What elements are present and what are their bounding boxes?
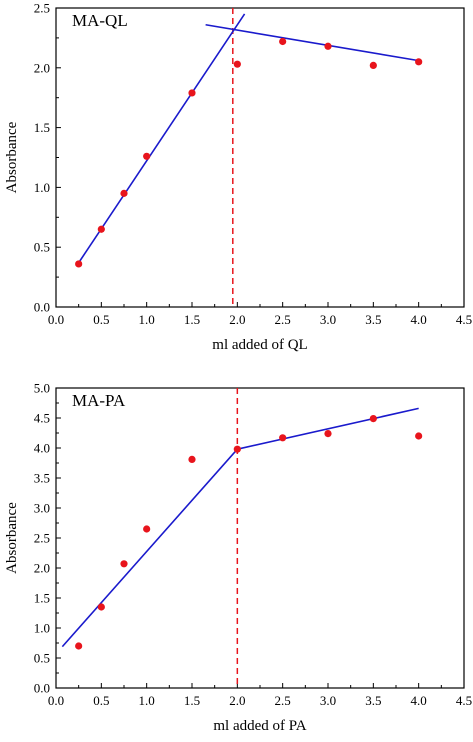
data-point [97,603,105,611]
y-tick-label: 1.5 [34,120,50,135]
y-tick-label: 2.5 [34,1,50,16]
y-tick-label: 2.0 [34,561,50,576]
data-point [97,225,105,233]
x-tick-label: 0.0 [48,693,64,708]
data-point [233,445,241,453]
y-tick-label: 0.0 [34,681,50,696]
y-tick-label: 4.5 [34,411,50,426]
data-point [233,60,241,68]
x-axis-label: ml added of PA [213,718,306,734]
data-point [369,415,377,423]
fit-line [237,407,419,450]
data-point [188,89,196,97]
x-tick-label: 0.5 [93,312,109,327]
data-point [324,430,332,438]
chart-panel-2: 0.0 0.5 1.0 1.5 2.0 2.5 3.0 3.5 4.0 4.5 0.0 0.5 1.0 1… [4,381,472,735]
data-point [120,560,128,568]
x-tick-label: 2.5 [275,693,291,708]
x-tick-label: 4.5 [456,312,472,327]
data-point [324,42,332,50]
chart-title: MA-PA [72,391,126,410]
y-tick-label: 1.0 [34,621,50,636]
x-tick-label: 4.0 [411,312,427,327]
y-tick-label: 5.0 [34,381,50,396]
y-axis-label: Absorbance [4,121,20,193]
y-tick-label: 1.5 [34,591,50,606]
y-tick-label: 1.0 [34,180,50,195]
chart-title: MA-QL [72,11,128,30]
data-point [120,189,128,197]
x-tick-label: 0.0 [48,312,64,327]
y-tick-label: 2.0 [34,60,50,75]
y-tick-label: 3.0 [34,501,50,516]
plot-frame [55,387,465,689]
x-tick-label: 2.0 [229,693,245,708]
data-point [143,525,151,533]
y-axis-label: Absorbance [4,502,20,574]
x-tick-label: 4.0 [411,693,427,708]
fit-line [61,448,238,648]
chart-panel-1: 0.0 0.5 1.0 1.5 2.0 2.5 3.0 3.5 4.0 4.5 0.0 0.5 1.0 1… [4,1,472,354]
x-tick-label: 1.5 [184,312,200,327]
y-tick-label: 0.5 [34,240,50,255]
y-tick-label: 4.0 [34,441,50,456]
x-axis-label: ml added of QL [212,337,307,353]
fit-line [78,13,246,264]
data-point [279,434,287,442]
x-tick-label: 2.5 [275,312,291,327]
x-tick-label: 3.0 [320,693,336,708]
x-tick-label: 3.0 [320,312,336,327]
data-point [415,58,423,66]
y-tick-label: 2.5 [34,531,50,546]
x-tick-label: 1.0 [139,312,155,327]
x-tick-label: 1.5 [184,693,200,708]
fit-line [205,23,419,62]
x-tick-label: 2.0 [229,312,245,327]
data-point [75,260,83,268]
data-point [369,61,377,70]
plot-frame [55,7,465,308]
x-tick-label: 0.5 [93,693,109,708]
data-point [143,152,151,160]
y-tick-label: 0.5 [34,651,50,666]
x-tick-label: 3.5 [365,312,381,327]
data-point [75,642,83,650]
y-tick-label: 3.5 [34,471,50,486]
x-tick-label: 4.5 [456,693,472,708]
data-point [188,455,196,463]
x-tick-label: 3.5 [365,693,381,708]
data-point [415,432,423,440]
x-tick-label: 1.0 [139,693,155,708]
y-tick-label: 0.0 [34,300,50,315]
data-point [279,37,287,46]
